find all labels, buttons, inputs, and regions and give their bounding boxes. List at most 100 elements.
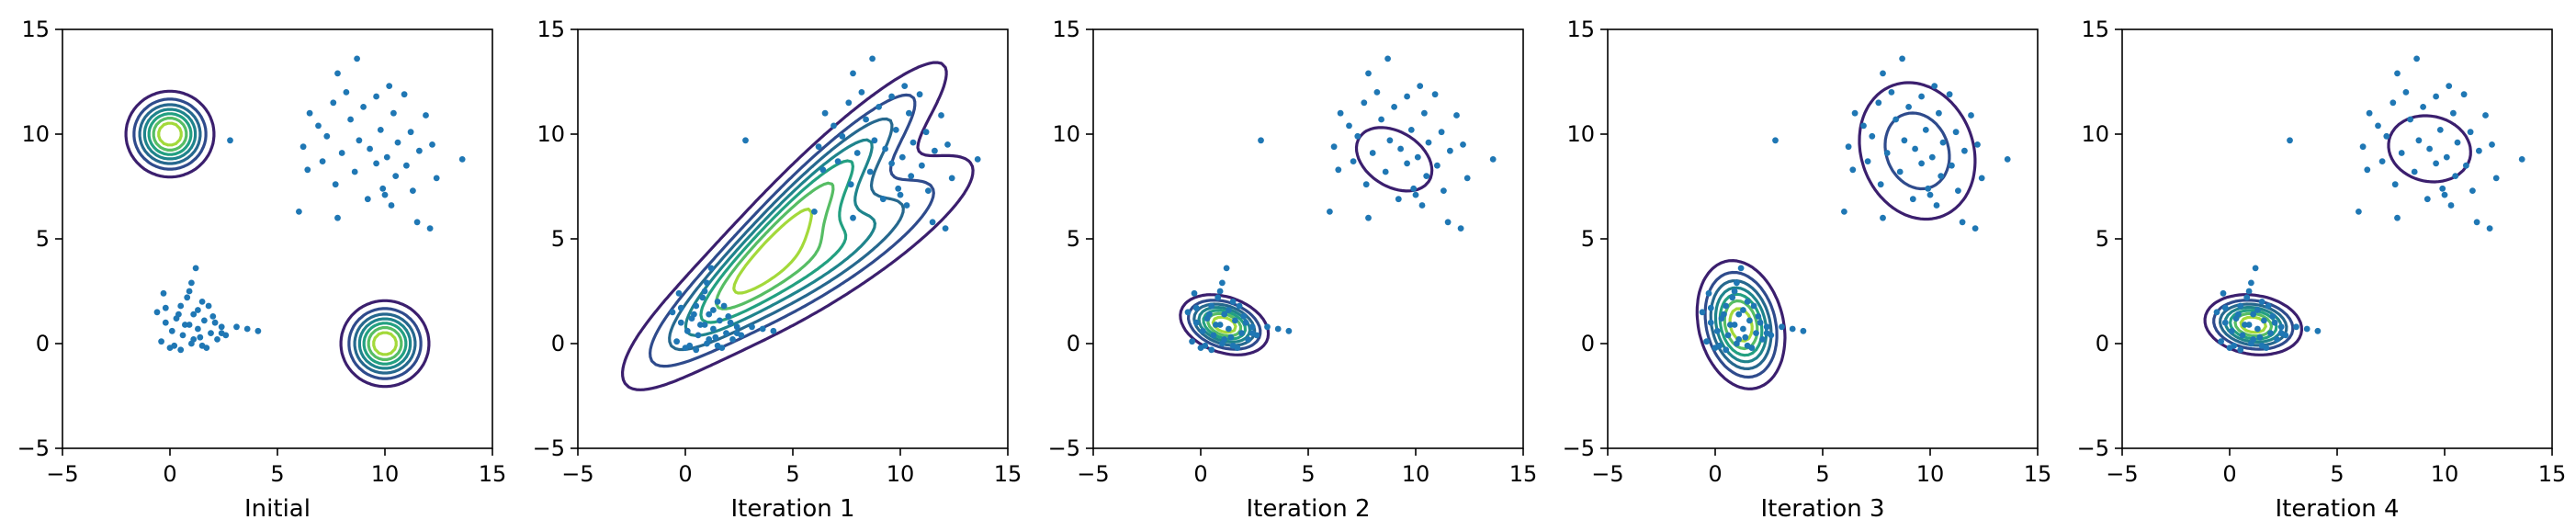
data-point bbox=[182, 322, 188, 328]
panel-label: Initial bbox=[244, 495, 311, 523]
contour-group bbox=[621, 61, 975, 391]
data-point bbox=[1737, 265, 1745, 272]
contour-level-2 bbox=[1703, 111, 1951, 379]
data-point bbox=[330, 99, 337, 107]
data-point bbox=[871, 137, 878, 144]
data-point bbox=[2383, 132, 2390, 140]
data-point bbox=[1197, 345, 1204, 351]
data-point bbox=[1274, 325, 1282, 333]
data-point bbox=[401, 91, 408, 98]
data-point bbox=[186, 288, 193, 295]
data-point bbox=[166, 345, 174, 351]
data-point bbox=[2436, 127, 2444, 133]
data-point bbox=[2463, 162, 2469, 169]
data-point bbox=[1772, 137, 1779, 144]
data-point bbox=[1779, 323, 1785, 331]
data-point bbox=[1901, 137, 1908, 144]
data-point bbox=[1391, 104, 1397, 110]
data-point bbox=[1723, 346, 1730, 354]
data-point bbox=[2433, 93, 2440, 100]
x-tick-label: 10 bbox=[1916, 461, 1945, 487]
data-point bbox=[197, 333, 204, 341]
data-point bbox=[188, 279, 195, 287]
data-point bbox=[190, 336, 198, 343]
y-tick-label: 10 bbox=[1052, 121, 1080, 147]
data-point bbox=[2213, 309, 2220, 316]
x-tick-label: 0 bbox=[1193, 461, 1207, 487]
data-point bbox=[882, 145, 888, 153]
y-tick-label: 15 bbox=[21, 17, 50, 42]
data-point bbox=[1869, 132, 1876, 140]
data-point bbox=[1226, 325, 1232, 333]
data-point bbox=[211, 319, 219, 326]
data-point bbox=[2460, 91, 2468, 98]
data-point bbox=[2423, 196, 2431, 203]
data-point bbox=[2476, 147, 2482, 154]
data-point bbox=[2433, 160, 2440, 167]
data-point bbox=[410, 187, 416, 195]
data-point bbox=[2254, 307, 2261, 313]
x-tick-label: −5 bbox=[2106, 461, 2138, 487]
data-point bbox=[2398, 150, 2405, 156]
data-point bbox=[168, 327, 175, 334]
data-point bbox=[1707, 319, 1714, 326]
data-point bbox=[1423, 173, 1430, 180]
data-point bbox=[1705, 289, 1712, 297]
data-point bbox=[701, 322, 708, 328]
data-point bbox=[1968, 112, 1974, 119]
contour-group bbox=[1179, 126, 1434, 356]
data-point bbox=[190, 311, 198, 318]
x-tick-label: 10 bbox=[371, 461, 400, 487]
data-point bbox=[1216, 322, 1224, 328]
data-point bbox=[1206, 311, 1213, 318]
data-point bbox=[1236, 302, 1243, 310]
data-point bbox=[1229, 342, 1237, 349]
data-point bbox=[684, 327, 691, 334]
data-point bbox=[160, 289, 167, 297]
data-point bbox=[729, 336, 736, 343]
data-point bbox=[866, 168, 874, 175]
data-point bbox=[2375, 122, 2381, 130]
data-point bbox=[2489, 141, 2495, 148]
data-point bbox=[770, 327, 777, 334]
data-point bbox=[296, 209, 302, 215]
data-point bbox=[901, 83, 909, 89]
data-point bbox=[323, 132, 331, 140]
y-tick-label: 5 bbox=[551, 226, 565, 252]
data-point bbox=[1441, 187, 1447, 195]
data-point bbox=[1463, 175, 1471, 182]
data-point bbox=[1888, 89, 1895, 96]
y-tick-label: −5 bbox=[2077, 435, 2109, 461]
x-tick-label: −5 bbox=[1077, 461, 1109, 487]
data-point bbox=[2274, 336, 2280, 343]
panel-label: Iteration 2 bbox=[1246, 495, 1370, 523]
data-point bbox=[1740, 307, 1746, 313]
data-point bbox=[691, 311, 697, 318]
data-point bbox=[895, 185, 902, 192]
data-point bbox=[158, 338, 165, 345]
data-point bbox=[1896, 168, 1904, 175]
data-point bbox=[2492, 175, 2500, 182]
contour-level-3 bbox=[138, 103, 417, 375]
data-point bbox=[214, 336, 220, 343]
data-point bbox=[2245, 288, 2253, 295]
data-point bbox=[725, 313, 732, 320]
data-point bbox=[819, 166, 827, 174]
contour-level-5 bbox=[147, 112, 408, 366]
x-tick-label: 0 bbox=[678, 461, 692, 487]
data-point bbox=[1750, 302, 1757, 310]
panel-label: Iteration 4 bbox=[2275, 495, 2399, 523]
data-point bbox=[243, 325, 251, 333]
data-point bbox=[1199, 327, 1206, 334]
data-point bbox=[1851, 109, 1859, 117]
data-point bbox=[2265, 302, 2272, 310]
data-point bbox=[869, 55, 876, 62]
y-tick-label: 5 bbox=[36, 226, 50, 252]
data-point bbox=[2402, 89, 2410, 96]
data-point bbox=[919, 162, 925, 169]
data-point bbox=[1955, 187, 1961, 195]
data-point bbox=[710, 307, 717, 313]
panel-label: Iteration 3 bbox=[1760, 495, 1884, 523]
points-group bbox=[1699, 55, 2011, 354]
data-point bbox=[198, 299, 206, 305]
